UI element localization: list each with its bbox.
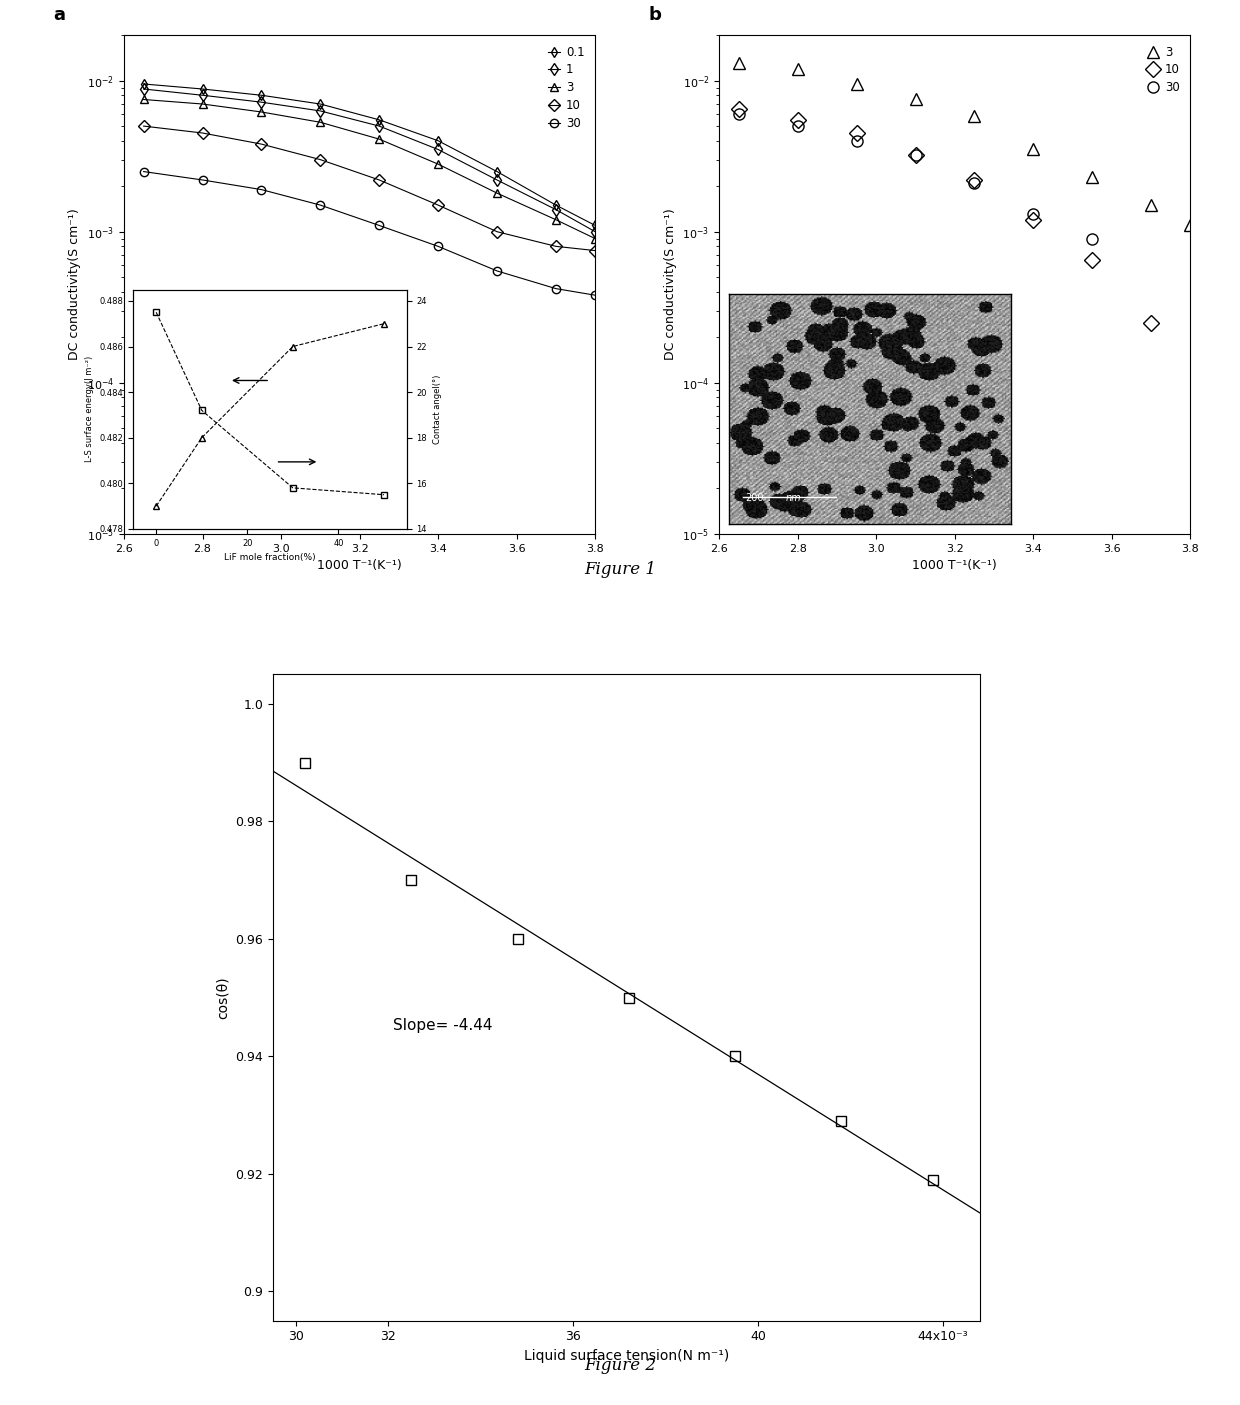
0.1 (136, 76, 151, 93)
10 (312, 152, 327, 169)
3 (790, 60, 805, 77)
3 (1183, 216, 1198, 233)
10 (790, 111, 805, 128)
3 (732, 55, 746, 72)
10 (548, 237, 563, 254)
Line: 30: 30 (139, 167, 599, 299)
10 (430, 197, 445, 214)
30 (195, 171, 210, 188)
Line: 3: 3 (733, 58, 1195, 230)
10 (908, 148, 923, 164)
3 (312, 114, 327, 131)
3 (136, 91, 151, 108)
1 (136, 80, 151, 97)
Line: 3: 3 (139, 96, 599, 243)
0.1 (548, 197, 563, 214)
3 (849, 76, 864, 93)
30 (967, 174, 982, 191)
10 (372, 171, 387, 188)
Y-axis label: DC conductivity(S cm⁻¹): DC conductivity(S cm⁻¹) (663, 208, 677, 361)
30 (588, 287, 603, 303)
0.1 (490, 163, 505, 180)
Text: b: b (649, 6, 661, 24)
3 (430, 156, 445, 173)
Y-axis label: Contact angel(°): Contact angel(°) (433, 375, 441, 444)
30 (490, 263, 505, 280)
3 (588, 230, 603, 247)
1 (490, 171, 505, 188)
3 (1143, 197, 1158, 214)
Line: 10: 10 (733, 104, 1157, 329)
10 (732, 100, 746, 117)
30 (254, 181, 269, 198)
10 (490, 223, 505, 240)
Text: Figure 1: Figure 1 (584, 561, 656, 577)
3 (908, 91, 923, 108)
Line: 0.1: 0.1 (140, 80, 599, 229)
10 (967, 171, 982, 188)
30 (1025, 207, 1040, 223)
Legend: 3, 10, 30: 3, 10, 30 (1142, 41, 1184, 98)
Text: Slope= -4.44: Slope= -4.44 (393, 1017, 492, 1033)
X-axis label: Liquid surface tension(N m⁻¹): Liquid surface tension(N m⁻¹) (523, 1349, 729, 1363)
3 (490, 184, 505, 201)
1 (312, 103, 327, 119)
10 (1143, 315, 1158, 332)
10 (1085, 251, 1100, 268)
3 (548, 211, 563, 228)
Text: Figure 2: Figure 2 (584, 1357, 656, 1374)
Line: 1: 1 (139, 84, 599, 236)
30 (548, 280, 563, 296)
1 (254, 94, 269, 111)
10 (588, 242, 603, 259)
0.1 (372, 111, 387, 128)
30 (849, 132, 864, 149)
1 (548, 201, 563, 218)
3 (372, 131, 387, 148)
X-axis label: 1000 T⁻¹(K⁻¹): 1000 T⁻¹(K⁻¹) (317, 559, 402, 572)
Legend: 0.1, 1, 3, 10, 30: 0.1, 1, 3, 10, 30 (543, 41, 589, 135)
30 (732, 105, 746, 122)
10 (136, 118, 151, 135)
3 (195, 96, 210, 112)
30 (790, 118, 805, 135)
3 (967, 108, 982, 125)
3 (1085, 169, 1100, 185)
Y-axis label: cos(θ): cos(θ) (216, 976, 229, 1019)
30 (908, 148, 923, 164)
10 (1025, 211, 1040, 228)
X-axis label: 1000 T⁻¹(K⁻¹): 1000 T⁻¹(K⁻¹) (913, 559, 997, 572)
30 (1085, 230, 1100, 247)
1 (372, 118, 387, 135)
0.1 (254, 87, 269, 104)
10 (849, 125, 864, 142)
Line: 30: 30 (733, 108, 1097, 244)
0.1 (312, 96, 327, 112)
10 (195, 125, 210, 142)
0.1 (430, 132, 445, 149)
30 (136, 163, 151, 180)
Line: 10: 10 (139, 122, 599, 254)
1 (195, 87, 210, 104)
30 (372, 216, 387, 233)
Text: a: a (53, 6, 66, 24)
0.1 (588, 216, 603, 233)
0.1 (195, 80, 210, 97)
10 (254, 136, 269, 153)
Y-axis label: DC conductivity(S cm⁻¹): DC conductivity(S cm⁻¹) (68, 208, 82, 361)
3 (254, 104, 269, 121)
1 (588, 223, 603, 240)
30 (312, 197, 327, 214)
30 (430, 237, 445, 254)
3 (1025, 140, 1040, 157)
1 (430, 140, 445, 157)
